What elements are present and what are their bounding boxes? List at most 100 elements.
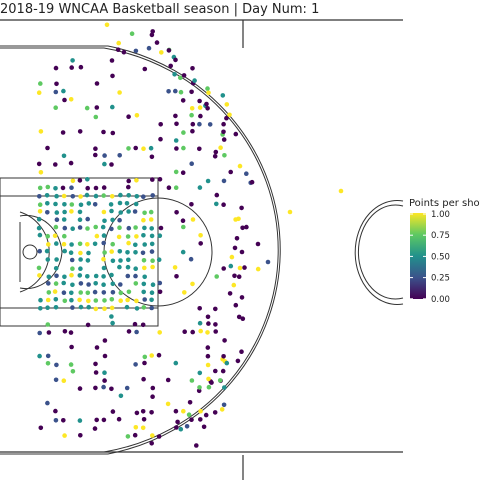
shot-point [214,192,220,198]
colorbar-tick-label: 0.25 [431,274,450,284]
shot-point [118,282,123,287]
shot-point [149,290,155,296]
shot-point [62,329,68,334]
shot-point [133,281,139,286]
shot-point [37,202,43,207]
shot-point [173,360,179,366]
shot-point [255,241,261,247]
shot-point [133,266,138,272]
shot-point [94,105,100,110]
shot-point [126,240,131,246]
shot-point [36,161,42,167]
shot-point [126,209,131,214]
shot-point [149,241,155,247]
shot-point [174,425,179,430]
shot-point [46,330,52,335]
shot-point [37,330,42,336]
shot-point [62,225,68,231]
shot-point [141,217,146,223]
shot-point [126,114,131,119]
shot-point [133,250,138,255]
shot-point [45,322,51,327]
shot-point [140,409,146,414]
shot-point [240,316,246,322]
shot-point [180,170,186,175]
shot-point [149,226,154,231]
shot-point [197,385,202,390]
shot-point [61,153,67,159]
shot-point [126,257,131,263]
shot-point [37,273,42,278]
shot-point [101,417,107,423]
shot-point [242,265,247,270]
shot-point [182,290,187,295]
shot-point [220,368,226,374]
shot-point [158,225,164,231]
shot-point [68,97,74,102]
shot-point [206,321,211,326]
shot-point [221,402,227,408]
shot-point [192,78,197,83]
shot-point [68,160,74,166]
shot-point [173,408,179,414]
shot-point [221,202,226,207]
colorbar-tick-label: 0.50 [431,252,450,262]
shot-point [109,208,114,214]
shot-point [77,225,83,230]
shot-point [205,178,211,184]
shot-point [86,282,91,287]
shot-point [148,145,154,151]
shot-point [196,388,202,394]
shot-point [197,121,202,127]
shot-point [134,194,140,199]
shot-point [53,266,59,271]
shot-point [126,178,131,184]
shot-point [125,273,131,279]
shot-point [86,250,91,256]
shot-point [203,412,209,418]
shot-point [141,233,146,238]
shot-point [212,154,218,159]
shot-point [85,185,90,191]
shot-point [86,298,91,304]
shot-point [172,72,177,77]
shot-point [265,259,271,265]
shot-point [142,265,147,271]
shot-point [156,434,162,439]
shot-point [45,210,50,215]
shot-point [181,145,186,151]
shot-point [157,233,163,238]
shot-point [166,48,172,53]
shot-point [110,73,115,79]
shot-point [184,424,190,429]
shot-point [236,274,242,280]
shot-point [178,89,184,95]
shot-point [78,290,83,295]
shot-point [244,224,249,230]
shot-point [190,128,195,134]
shot-point [69,297,74,303]
shot-point [38,297,43,303]
shot-point [44,248,50,254]
shot-point [132,321,138,327]
shot-point [92,241,98,247]
shot-point [101,256,106,262]
shot-point [141,305,147,310]
shot-point [198,408,203,414]
shot-point [180,249,186,255]
shot-point [178,75,183,81]
shot-point [78,433,83,438]
shot-point [232,273,237,279]
shot-point [70,58,75,63]
shot-point [38,306,43,311]
shot-point [102,306,107,312]
shot-point [69,257,75,263]
shot-point [181,224,186,230]
shot-point [198,113,203,119]
shot-point [36,90,42,95]
shot-point [46,290,52,295]
shot-point [197,105,203,110]
shot-point [101,185,107,190]
shot-point [224,360,230,366]
